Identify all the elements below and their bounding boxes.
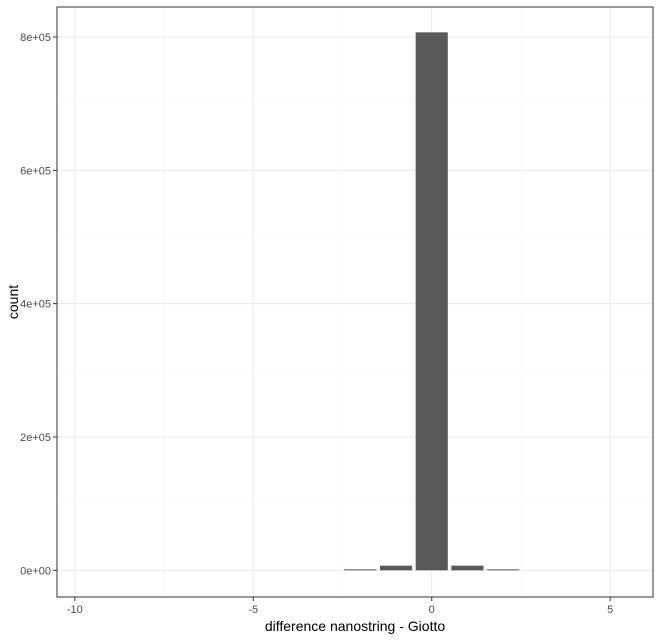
x-axis-title: difference nanostring - Giotto [265,618,446,634]
x-tick-label: 5 [607,604,613,616]
panel-border [56,6,654,598]
x-tick-label: -5 [248,604,258,616]
histogram-bar [415,32,448,571]
histogram-bar [451,565,484,571]
histogram-bar [344,569,377,571]
y-axis-title: count [5,285,21,319]
minor-gridlines [57,7,653,597]
y-axis-ticks: 0e+00 2e+05 4e+05 6e+05 8e+05 [20,32,57,577]
y-tick-label: 2e+05 [20,432,51,444]
histogram-bar [487,569,520,571]
y-tick-label: 8e+05 [20,32,51,44]
x-axis-ticks: -10 -5 0 5 [67,597,613,616]
y-tick-label: 4e+05 [20,299,51,311]
y-tick-label: 0e+00 [20,565,51,577]
y-tick-label: 6e+05 [20,165,51,177]
x-tick-label: 0 [429,604,435,616]
x-tick-label: -10 [67,604,83,616]
histogram-bar [379,565,413,571]
bars [344,32,520,571]
